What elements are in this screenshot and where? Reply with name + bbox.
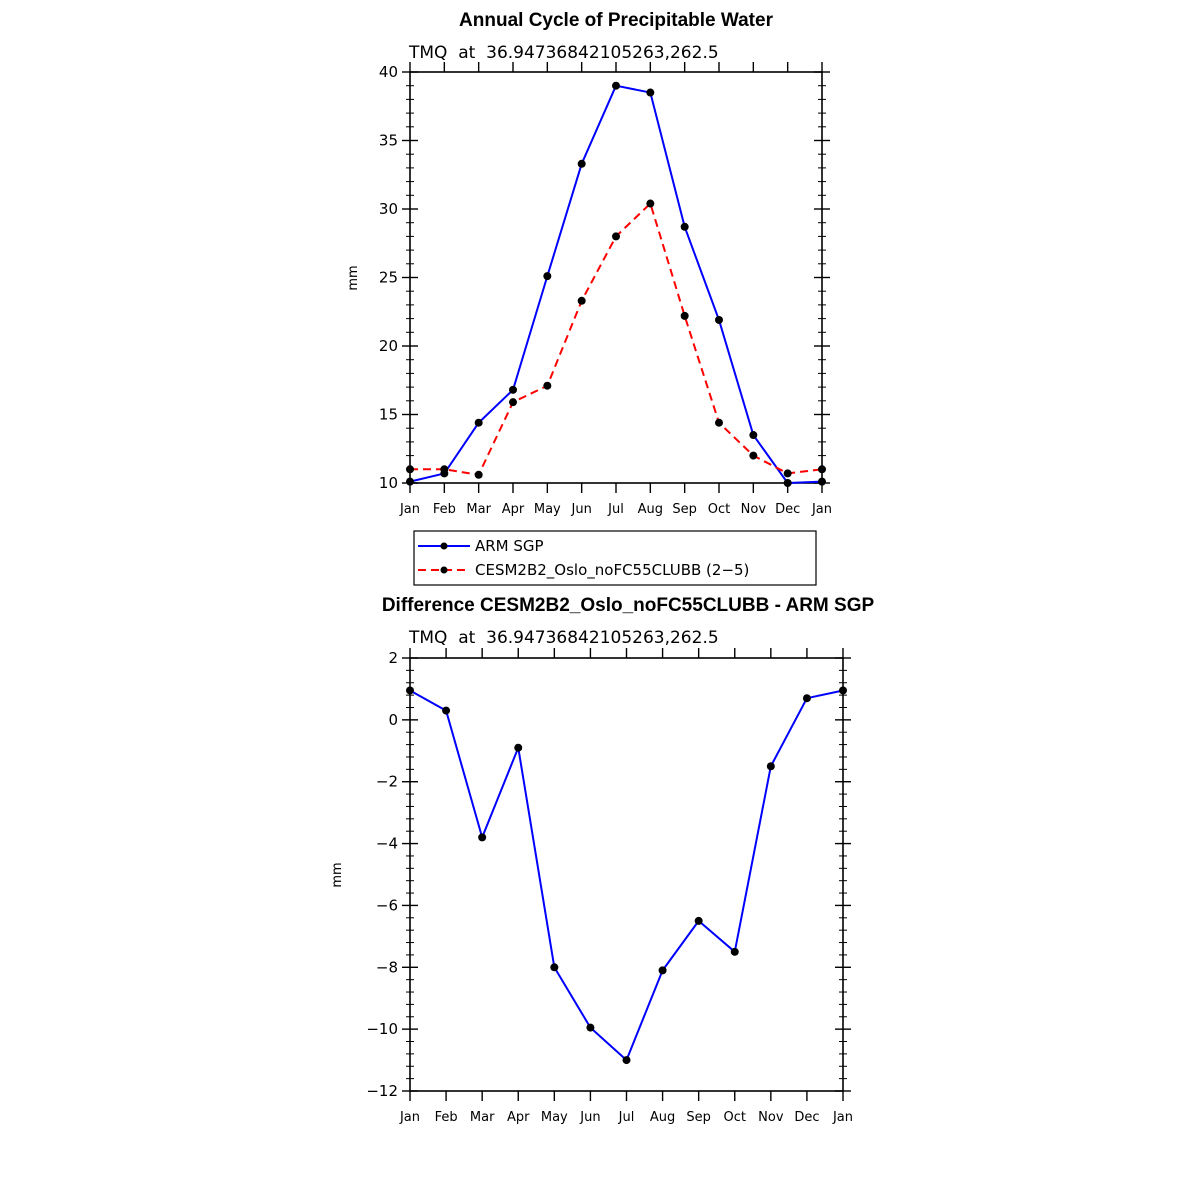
chart-2-ytick-label: −12 [366,1082,398,1100]
chart-1-title: Annual Cycle of Precipitable Water [459,10,774,31]
chart-2-series-1-point [802,694,811,703]
legend-marker-arm-sgp [440,542,448,550]
chart-1-series-2-point [577,296,586,305]
chart-2-ytick-label: −6 [376,896,398,914]
chart-1-legend: ARM SGP CESM2B2_Oslo_noFC55CLUBB (2−5) [413,530,817,586]
chart-1-series-2-point [612,232,620,241]
chart-1-series-1-point [509,385,517,394]
chart-2-xtick-label: Jun [579,1110,600,1125]
chart-1-series-2-point [509,398,517,407]
chart-1-xtick-label: Sep [672,502,697,517]
chart-2-xtick-label: Sep [686,1110,711,1125]
chart-2-series-1-point [694,916,703,925]
chart-2-title: Difference CESM2B2_Oslo_noFC55CLUBB - AR… [382,595,875,616]
chart-1-series-1-point [406,477,414,486]
chart-2-ytick-label: −4 [376,835,398,853]
chart-2-series-1-point [442,706,451,715]
chart-1-xtick-label: Mar [466,502,491,517]
chart-1-series-2-point [749,451,758,460]
legend-label-arm-sgp: ARM SGP [475,537,544,555]
chart-2-ytick-label: 0 [388,711,398,729]
chart-2-ytick-label: −2 [376,773,398,791]
chart-1-ytick-label: 40 [379,63,398,81]
chart-2-series-1-point [478,833,487,842]
chart-1-series-1-point [715,315,723,324]
chart-1-series-1-point [749,431,758,440]
chart-1-series-2-point [783,469,792,478]
chart-1-xtick-label: Jul [607,502,624,517]
chart-1-series-2-point [543,381,552,390]
chart-1-series-2-point [715,418,723,427]
chart-2-xtick-label: May [541,1110,568,1125]
chart-1-series-1-point [783,479,792,487]
chart-1-series-2-point [474,470,483,479]
chart-2-series-1-point [406,686,414,695]
chart-2-ytick-label: −10 [366,1020,398,1038]
chart-1-xtick-label: Aug [638,502,663,517]
chart-1-xtick-label: Oct [708,502,730,517]
chart-2-series-1-point [514,743,523,752]
chart-2-frame [409,657,844,1092]
chart-2-series-1-point [730,947,739,956]
chart-1-plot-area: 10 15 20 25 30 35 40 Jan Feb Mar Apr May Jun Jul Aug Se… [379,62,832,517]
chart-2-xtick-label: Nov [758,1110,784,1125]
chart-1-ytick-label: 25 [379,269,398,287]
chart-1-ytick-label: 15 [379,406,398,424]
chart-1-series-2-point [646,199,655,208]
chart-1-series-2-point [818,465,826,474]
chart-1-xtick-label: Jan [811,502,832,517]
chart-1-series-1-point [612,81,620,90]
chart-2-series-1-point [839,686,847,695]
chart-1-series-2-point [680,311,689,320]
chart-1-series-1-point [543,272,552,281]
chart-1-series-1-point [680,222,689,231]
chart-1-ytick-label: 10 [379,474,398,492]
chart-2-xtick-label: Mar [470,1110,495,1125]
chart-1-ytick-label: 30 [379,200,398,218]
chart-1-xtick-label: May [534,502,561,517]
chart-1-series-1-point [577,159,586,168]
chart-2-xtick-label: Feb [435,1110,458,1125]
chart-1-series-1-point [474,418,483,427]
chart-2-subtitle: TMQ at 36.94736842105263,262.5 [408,628,719,648]
chart-2-series-1-line [409,689,844,1062]
chart-2-series-1-point [586,1023,595,1032]
chart-1-xtick-label: Dec [775,502,800,517]
chart-1-series-2-point [406,465,414,474]
chart-1-ylabel: mm [346,265,361,290]
legend-marker-cesm [440,566,448,574]
chart-1-xtick-label: Apr [502,502,525,517]
chart-2-series-1-point [622,1056,631,1065]
chart-1-xtick-label: Jun [571,502,592,517]
legend-label-cesm: CESM2B2_Oslo_noFC55CLUBB (2−5) [475,561,749,580]
chart-2-xtick-label: Jul [618,1110,635,1125]
chart-2-series-1-point [658,966,667,975]
legend-frame [413,530,817,586]
chart-2-series-1-point [766,762,775,771]
chart-1-frame [409,71,823,484]
chart-2-xtick-label: Jan [832,1110,853,1125]
chart-1-ytick-label: 35 [379,132,398,150]
chart-1-xtick-label: Feb [433,502,456,517]
chart-1-series-1-point [818,477,826,486]
chart-1-ytick-label: 20 [379,337,398,355]
chart-1-series-1-line [409,84,823,484]
chart-2-xtick-label: Apr [507,1110,530,1125]
chart-1-xtick-label: Nov [741,502,767,517]
chart-2-xtick-label: Dec [794,1110,819,1125]
chart-2-ytick-label: 2 [388,649,398,667]
chart-1-xtick-label: Jan [399,502,420,517]
chart-2-ytick-label: −8 [376,958,398,976]
chart-1-series-2-point [440,465,449,474]
chart-2-series-1-point [550,963,559,972]
chart-2-plot-area: −12 −10 −8 −6 −4 −2 0 2 Jan Feb Mar Apr May Jun Jul Aug… [366,648,853,1125]
chart-1-series-1-point [646,88,655,97]
chart-2-xtick-label: Aug [650,1110,675,1125]
chart-1-subtitle: TMQ at 36.94736842105263,262.5 [408,43,719,63]
chart-2-xtick-label: Jan [399,1110,420,1125]
chart-2-xtick-label: Oct [724,1110,746,1125]
chart-2-ylabel: mm [330,862,345,887]
